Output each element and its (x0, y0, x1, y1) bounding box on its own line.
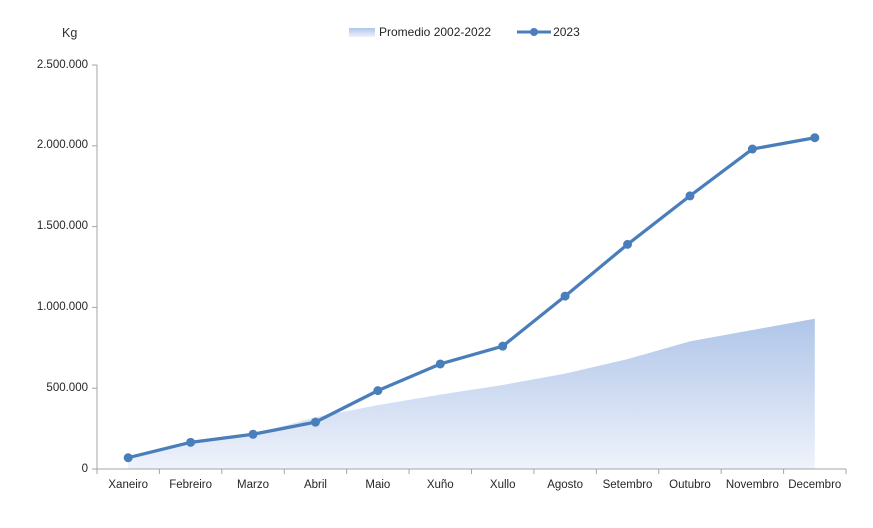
x-tick-label: Setembro (602, 479, 653, 491)
data-point-marker (747, 144, 757, 154)
data-point-marker (248, 429, 258, 439)
x-tick-label: Maio (365, 479, 391, 491)
x-tick-label: Outubro (669, 479, 711, 491)
x-tick-label: Decembro (788, 479, 842, 491)
legend-label-2023: 2023 (553, 25, 580, 39)
x-tick-label: Novembro (725, 479, 779, 491)
x-tick-label: Agosto (547, 479, 584, 491)
data-point-marker (123, 453, 133, 463)
data-point-marker (373, 386, 383, 396)
data-point-marker (186, 437, 196, 447)
data-point-marker (310, 417, 320, 427)
data-point-marker (810, 133, 820, 143)
data-point-marker (685, 191, 695, 201)
y-tick-label: 2.500.000 (36, 58, 88, 71)
y-tick-label: 500.000 (46, 381, 88, 394)
data-point-marker (623, 239, 633, 249)
x-tick-label: Xaneiro (108, 479, 149, 491)
x-tick-label: Febreiro (169, 479, 213, 491)
x-tick-label: Abril (303, 479, 327, 491)
legend-item-2023: 2023 (516, 25, 580, 39)
y-tick-label: 0 (81, 462, 88, 475)
line-marker-swatch-icon (517, 28, 552, 36)
legend-marker (530, 28, 539, 36)
x-tick-label: Xullo (489, 479, 516, 491)
y-axis-title: Kg (62, 26, 78, 40)
legend-item-promedio: Promedio 2002-2022 (349, 25, 491, 39)
legend: Promedio 2002-2022 2023 (349, 25, 580, 39)
area-swatch-icon (349, 27, 375, 37)
y-tick-label: 1.000.000 (36, 300, 88, 313)
x-tick-label: Marzo (237, 479, 269, 491)
promedio-area (128, 318, 815, 469)
y-tick-label: 1.500.000 (36, 220, 88, 233)
x-tick-label: Xuño (426, 479, 454, 491)
legend-label-promedio: Promedio 2002-2022 (379, 25, 492, 39)
data-point-marker (435, 359, 445, 369)
data-point-marker (560, 291, 570, 301)
series-line-2023 (126, 136, 817, 460)
y-tick-label: 2.000.000 (36, 139, 88, 152)
data-point-marker (498, 341, 508, 351)
